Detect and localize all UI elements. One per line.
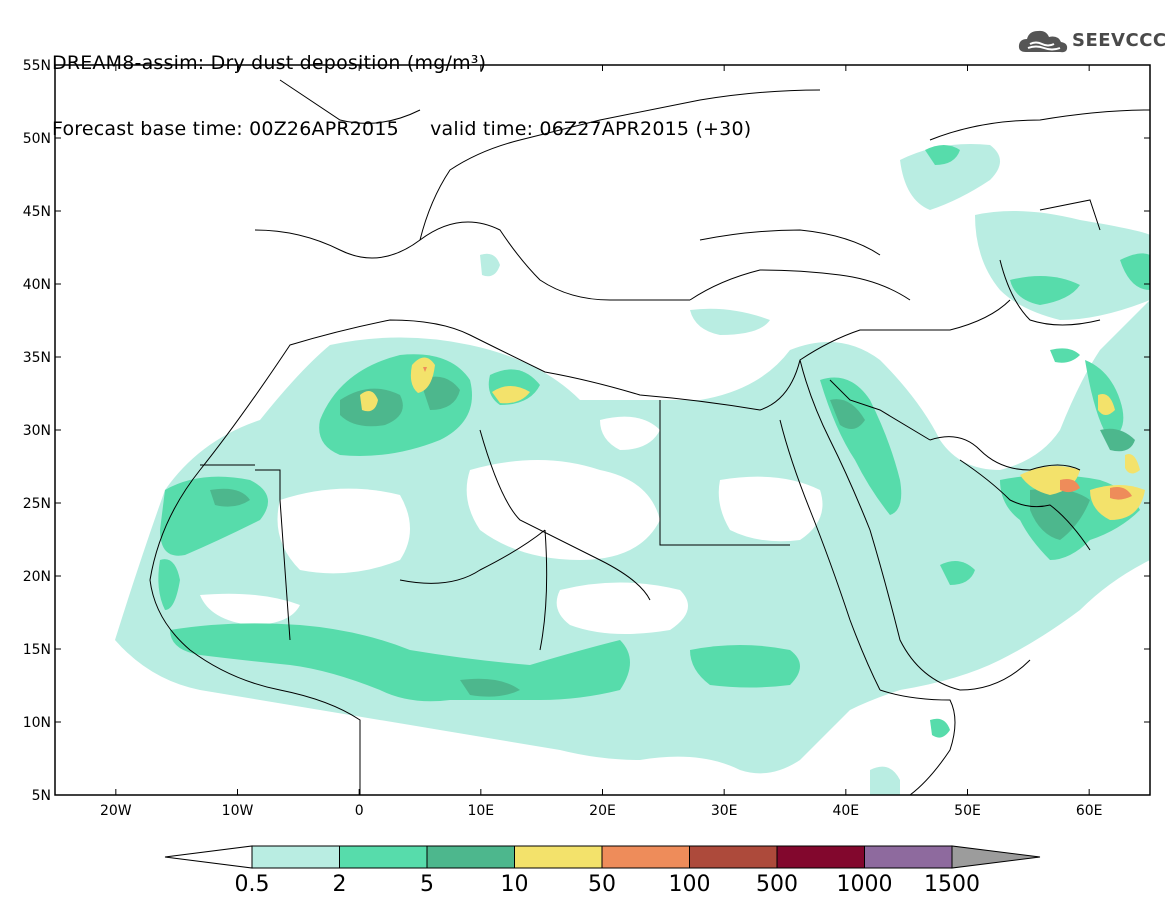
lat-label: 15N bbox=[23, 642, 51, 658]
dust-level-10 bbox=[360, 357, 1145, 520]
title-line-1: DREAM8-assim: Dry dust deposition (mg/m³… bbox=[52, 52, 487, 74]
lon-label: 10W bbox=[222, 803, 254, 819]
colorbar-swatch bbox=[514, 845, 603, 869]
lat-label: 10N bbox=[23, 715, 51, 731]
dust-gaps bbox=[200, 416, 823, 634]
lat-label: 30N bbox=[23, 423, 51, 439]
colorbar-right-arrow bbox=[951, 845, 1041, 869]
lon-label: 10E bbox=[467, 803, 494, 819]
colorbar-swatch bbox=[864, 845, 953, 869]
colorbar-swatch bbox=[776, 845, 865, 869]
lon-label: 20E bbox=[589, 803, 616, 819]
colorbar-label: 1000 bbox=[837, 872, 893, 897]
lon-label: 30E bbox=[711, 803, 738, 819]
title-line-2: Forecast base time: 00Z26APR2015 valid t… bbox=[52, 118, 752, 140]
lat-label: 5N bbox=[32, 788, 51, 804]
colorbar-swatch bbox=[426, 845, 515, 869]
colorbar-label: 500 bbox=[756, 872, 798, 897]
colorbar-label: 100 bbox=[669, 872, 711, 897]
dust-level-50 bbox=[423, 367, 1132, 500]
lat-label: 45N bbox=[23, 204, 51, 220]
seevccc-logo: SEEVCCC bbox=[1016, 24, 1165, 58]
colorbar-swatch bbox=[339, 845, 428, 869]
latitude-axis: 55N 50N 45N 40N 35N 30N 25N 20N 15N 10N 5N bbox=[23, 58, 1150, 804]
lon-label: 50E bbox=[954, 803, 981, 819]
colorbar: 0.5 2 5 10 50 100 500 1000 1500 bbox=[164, 845, 1041, 897]
lon-label: 40E bbox=[832, 803, 859, 819]
longitude-axis: 20W 10W 0 10E 20E 30E 40E 50E 60E bbox=[100, 65, 1103, 819]
colorbar-label: 5 bbox=[420, 872, 434, 897]
dust-fields bbox=[115, 144, 1150, 795]
coastlines bbox=[149, 79, 1150, 795]
lat-label: 50N bbox=[23, 131, 51, 147]
lat-label: 20N bbox=[23, 569, 51, 585]
colorbar-label: 50 bbox=[588, 872, 616, 897]
lat-label: 35N bbox=[23, 350, 51, 366]
colorbar-swatch bbox=[689, 845, 778, 869]
colorbar-swatch bbox=[251, 845, 340, 869]
lat-label: 40N bbox=[23, 277, 51, 293]
colorbar-label: 0.5 bbox=[235, 872, 270, 897]
logo-text: SEEVCCC bbox=[1072, 30, 1165, 51]
lon-label: 20W bbox=[100, 803, 132, 819]
lat-label: 25N bbox=[23, 496, 51, 512]
cloud-icon bbox=[1018, 30, 1068, 53]
colorbar-swatch bbox=[601, 845, 690, 869]
map-title: DREAM8-assim: Dry dust deposition (mg/m³… bbox=[52, 8, 751, 162]
dust-level-5 bbox=[210, 376, 1135, 697]
colorbar-label: 10 bbox=[501, 872, 529, 897]
colorbar-label: 2 bbox=[333, 872, 347, 897]
lon-label: 60E bbox=[1076, 803, 1103, 819]
lat-label: 55N bbox=[23, 58, 51, 74]
lon-label: 0 bbox=[355, 803, 364, 819]
colorbar-left-arrow bbox=[164, 845, 253, 869]
colorbar-label: 1500 bbox=[924, 872, 980, 897]
